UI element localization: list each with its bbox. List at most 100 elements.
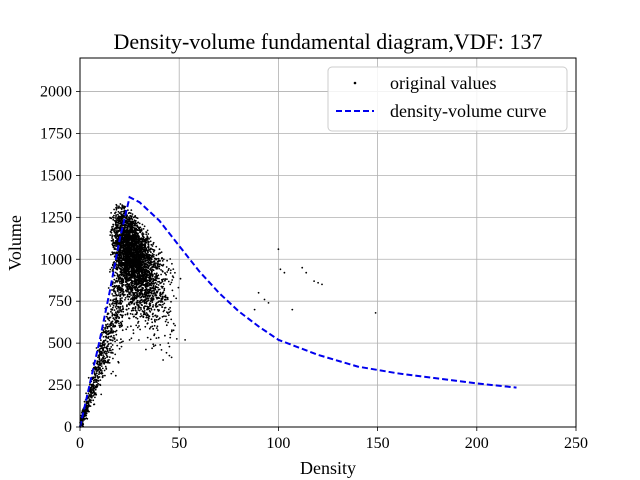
data-point (149, 300, 152, 303)
data-point (151, 305, 154, 308)
data-point (149, 338, 152, 341)
data-point (115, 208, 118, 211)
data-point (85, 412, 87, 415)
data-point (119, 291, 122, 294)
data-point (108, 303, 111, 306)
data-point (112, 289, 115, 291)
data-point (141, 243, 143, 246)
data-point (139, 302, 142, 305)
data-point (117, 360, 120, 363)
data-point (83, 410, 86, 412)
data-point (156, 329, 159, 332)
data-point (169, 272, 172, 274)
data-point (118, 282, 121, 284)
data-point (113, 274, 116, 277)
data-point (107, 287, 110, 289)
data-point (141, 269, 144, 272)
data-point (127, 230, 130, 233)
data-point (155, 273, 158, 276)
data-point (104, 365, 107, 368)
data-point (166, 311, 168, 313)
data-point (122, 275, 124, 277)
data-point (128, 285, 131, 287)
data-point (146, 264, 149, 267)
data-point (132, 259, 135, 262)
data-point (119, 251, 121, 254)
data-point (139, 241, 142, 243)
data-point (159, 263, 162, 266)
data-point (125, 281, 128, 284)
data-point (101, 376, 104, 379)
data-point (158, 259, 160, 262)
data-point (110, 328, 113, 331)
data-point (127, 256, 130, 259)
data-point (123, 259, 126, 262)
data-point (161, 260, 164, 262)
curve-layer (79, 195, 517, 428)
data-point (146, 249, 149, 252)
data-point (317, 281, 319, 284)
data-point (174, 271, 176, 274)
data-point (116, 339, 118, 341)
data-point (132, 234, 135, 236)
data-point (128, 277, 131, 280)
data-point (112, 216, 115, 219)
data-point (148, 238, 151, 240)
data-point (133, 265, 136, 268)
data-point (119, 309, 122, 312)
data-point (166, 296, 169, 299)
data-point (155, 327, 158, 329)
data-point (130, 309, 133, 312)
data-point (111, 339, 114, 342)
data-point (98, 358, 101, 361)
data-point (96, 381, 98, 384)
data-point (145, 297, 148, 299)
data-point (112, 300, 115, 302)
data-point (105, 323, 107, 326)
data-point (116, 234, 119, 237)
data-point (171, 275, 174, 277)
data-point (145, 256, 148, 259)
data-point (113, 290, 116, 293)
data-point (145, 312, 148, 314)
data-point (83, 419, 85, 421)
chart-title: Density-volume fundamental diagram,VDF: … (114, 29, 543, 54)
data-point (164, 306, 167, 309)
data-point (150, 243, 153, 246)
data-point (112, 336, 114, 339)
data-point (140, 296, 143, 299)
data-point (98, 371, 101, 374)
data-point (116, 344, 119, 347)
data-point (122, 236, 125, 239)
density-volume-curve-line (79, 195, 517, 428)
data-point (151, 253, 154, 255)
data-point (122, 232, 124, 234)
data-point (109, 230, 112, 233)
data-point (147, 258, 149, 261)
data-point (147, 233, 150, 235)
data-point (124, 205, 126, 208)
data-point (141, 251, 143, 254)
data-point (102, 348, 105, 351)
data-point (131, 221, 133, 224)
data-point (113, 248, 116, 250)
data-point (115, 227, 118, 230)
data-point (114, 212, 116, 215)
data-point (160, 299, 162, 302)
data-point (125, 257, 127, 260)
data-point (112, 313, 114, 316)
data-point (138, 255, 141, 258)
data-point (87, 401, 90, 404)
data-point (110, 310, 112, 313)
data-point (156, 260, 159, 263)
data-point (119, 294, 122, 296)
data-point (145, 231, 148, 234)
data-point (157, 296, 160, 299)
data-point (130, 262, 133, 264)
data-point (159, 291, 162, 294)
data-point (141, 286, 144, 289)
data-point (157, 310, 160, 312)
data-point (151, 273, 154, 276)
data-point (175, 338, 178, 340)
data-point (154, 293, 157, 296)
